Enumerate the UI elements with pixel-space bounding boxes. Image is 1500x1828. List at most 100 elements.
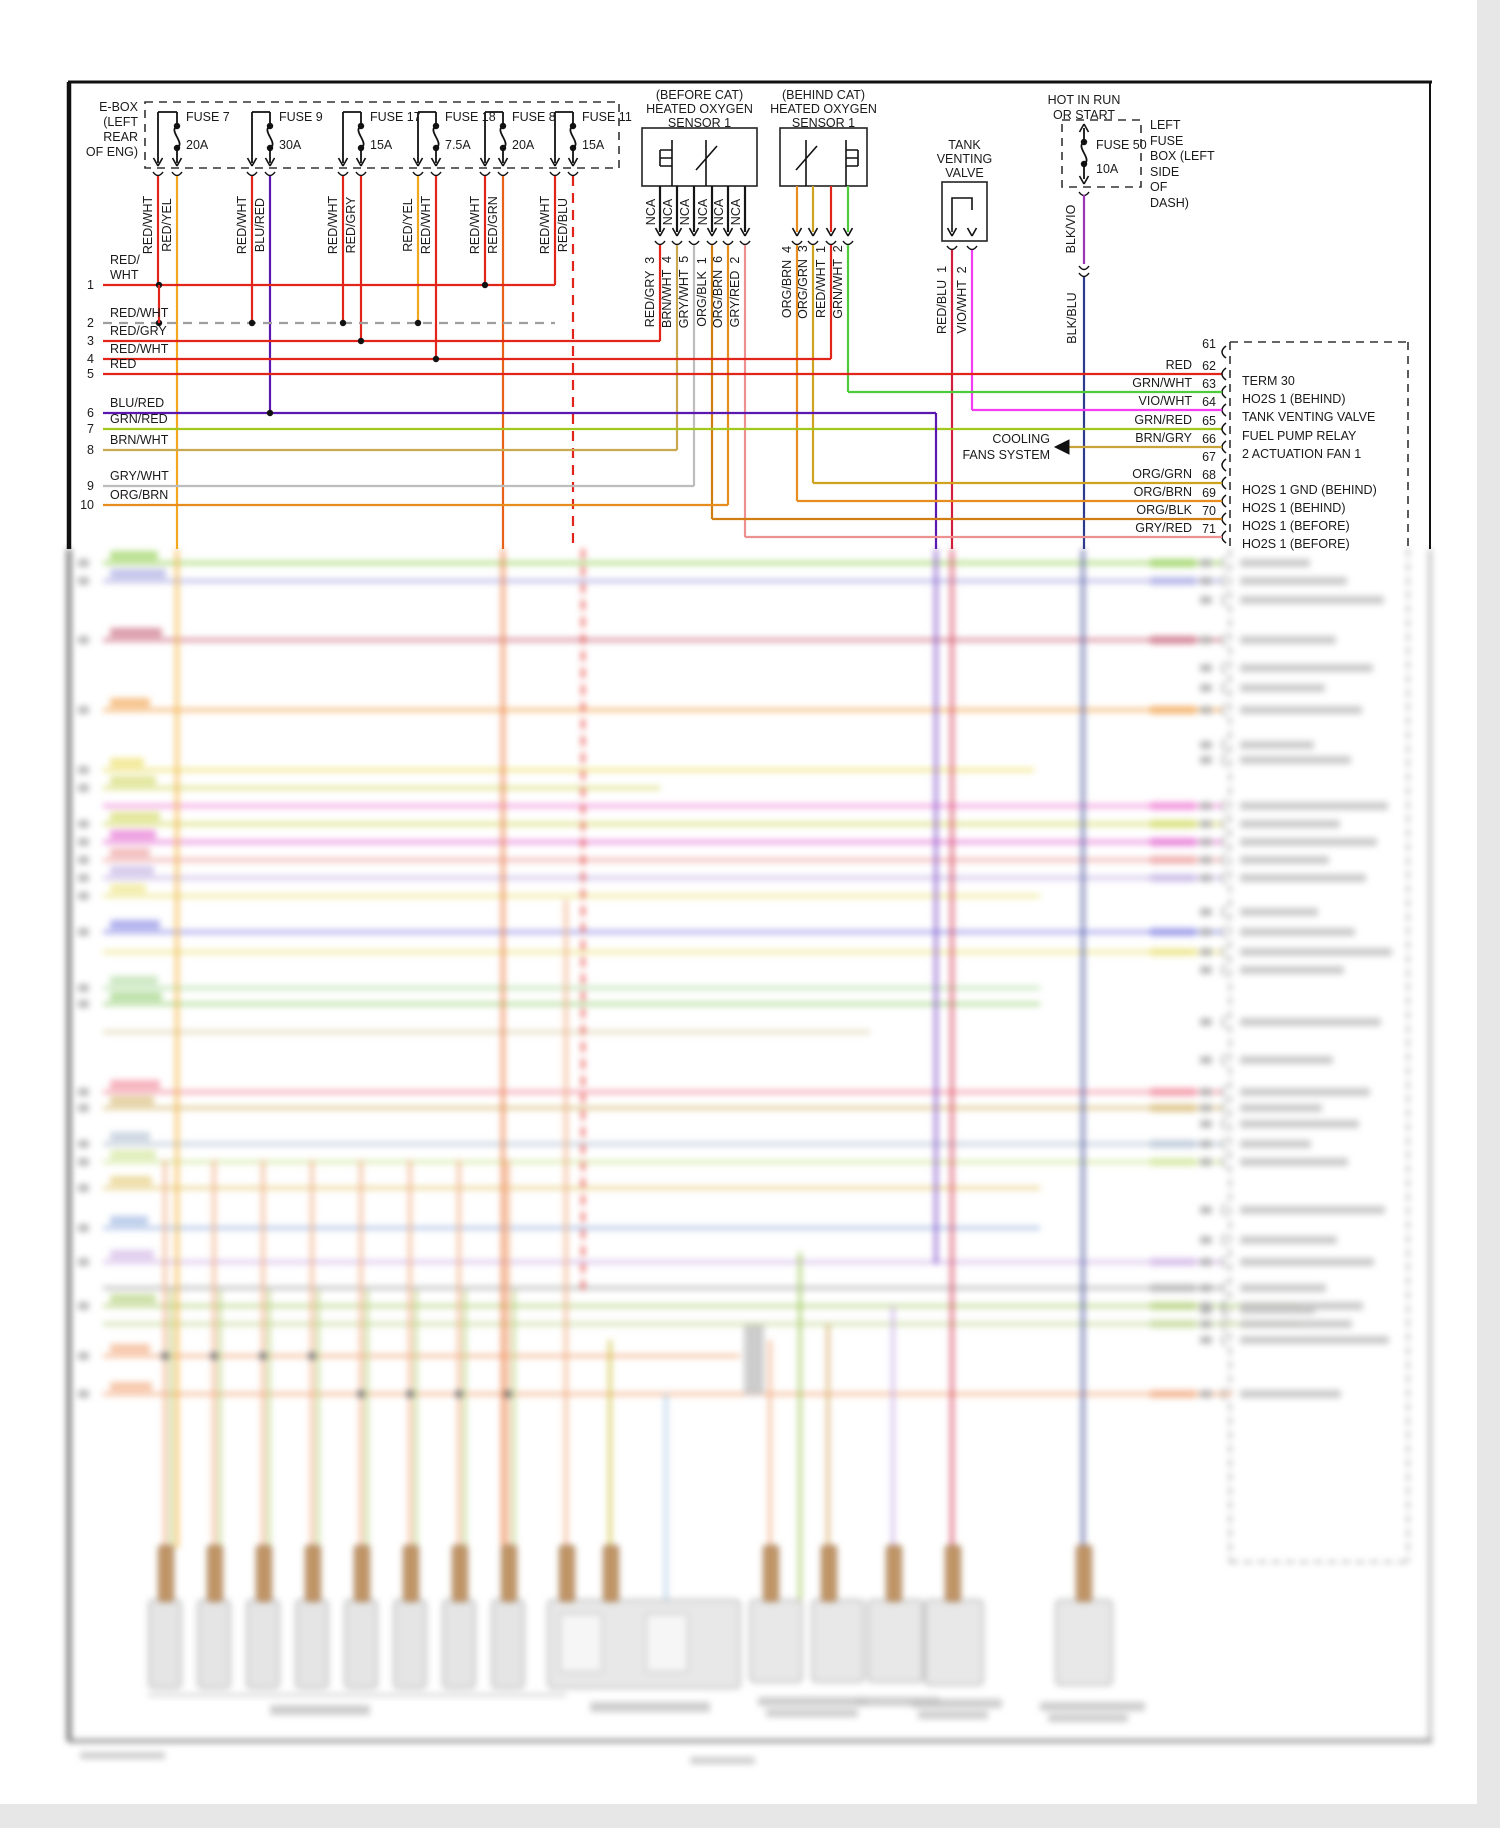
blurred-text-blob — [1150, 1302, 1196, 1310]
blurred-text-blob — [1240, 577, 1347, 585]
blurred-text-blob — [1200, 1140, 1212, 1148]
blurred-text-blob — [1200, 908, 1212, 916]
wire-color-label: RED/WHT — [141, 195, 155, 255]
row-wire-label: WHT — [110, 268, 139, 283]
pin-arc-icon — [1221, 703, 1227, 717]
row-number: 3 — [87, 334, 94, 349]
arrow-down-icon — [706, 227, 718, 237]
arrow-down-icon — [671, 227, 683, 237]
fuse-name: FUSE 11 — [582, 110, 632, 125]
blurred-connector-stub — [1076, 1545, 1092, 1602]
ecm-pin-label: FUEL PUMP RELAY — [1242, 429, 1357, 444]
blurred-text-blob — [1150, 636, 1196, 644]
connector-arc-icon — [549, 171, 561, 177]
pin-number: 71 — [1202, 522, 1216, 537]
pin-number: 62 — [1202, 359, 1216, 374]
fuse-name: FUSE 17 — [370, 110, 421, 125]
wire-color-label: ORG/BRN 6 — [711, 255, 725, 329]
blurred-text-blob — [110, 920, 160, 929]
pin-arc-icon — [1221, 1117, 1227, 1131]
blurred-text-blob — [80, 1752, 165, 1759]
blurred-text-blob — [1200, 1284, 1212, 1292]
pin-arc-icon — [1221, 1015, 1227, 1029]
left-fuse-box-note: LEFT — [1150, 118, 1181, 133]
wire-color-label: RED/BLU 1 — [935, 265, 949, 335]
row-number: 7 — [87, 422, 94, 437]
blurred-text-blob — [1150, 706, 1196, 714]
blurred-text-blob — [78, 856, 89, 864]
blurred-text-blob — [78, 559, 89, 567]
wire-color-label: RED/YEL — [160, 198, 174, 252]
connector-arc-icon — [497, 171, 509, 177]
ecm-pin-label: HO2S 1 (BEHIND) — [1242, 501, 1346, 516]
row-wire-label: RED/ — [110, 253, 140, 268]
blurred-text-blob — [1240, 1018, 1381, 1026]
blurred-text-blob — [1240, 1140, 1311, 1148]
row-number: 8 — [87, 443, 94, 458]
pin-arc-icon — [1221, 1203, 1227, 1217]
blurred-text-blob — [1240, 802, 1388, 810]
pin-arc-icon — [1221, 574, 1227, 588]
pin-number: 64 — [1202, 395, 1216, 410]
blurred-text-blob — [1150, 559, 1196, 567]
arrow-down-icon — [825, 227, 837, 237]
row-number: 10 — [80, 498, 94, 513]
pin-arc-icon — [1221, 556, 1227, 570]
blurred-text-blob — [1200, 1018, 1212, 1026]
junction-dot — [357, 1390, 365, 1398]
pin-arc-icon — [1221, 817, 1227, 831]
blurred-text-blob — [1150, 1140, 1196, 1148]
fuse-rating: 30A — [279, 138, 302, 153]
blurred-component-inner — [559, 1613, 603, 1673]
blurred-text-blob — [110, 1176, 152, 1185]
junction-dot — [308, 1352, 316, 1360]
arrow-down-icon — [842, 227, 854, 237]
blurred-text-blob — [1200, 1320, 1212, 1328]
blurred-text-blob — [1150, 1158, 1196, 1166]
ebox-label: OF ENG) — [85, 145, 138, 160]
blurred-text-blob — [110, 551, 158, 560]
connector-arc-icon — [246, 171, 258, 177]
arrow-down-icon — [1078, 175, 1090, 185]
pin-arc-icon — [1221, 753, 1227, 767]
sensor-outline — [641, 127, 758, 187]
pin-arc-icon — [1221, 1303, 1227, 1317]
blurred-text-blob — [110, 1344, 150, 1353]
blurred-text-blob — [78, 1140, 89, 1148]
wire-color-label: BRN/GRY — [1135, 431, 1192, 446]
blurred-text-blob — [1150, 820, 1196, 828]
blurred-text-blob — [1200, 966, 1212, 974]
blurred-connector-stub — [158, 1545, 174, 1602]
blurred-text-blob — [1240, 966, 1344, 974]
blurred-text-blob — [1240, 1306, 1315, 1314]
row-number: 5 — [87, 367, 94, 382]
sensor-cell-symbol-icon — [795, 140, 818, 186]
blurred-text-blob — [110, 1216, 148, 1225]
connector-arc-icon — [355, 171, 367, 177]
wire-color-label: BLK/VIO — [1064, 204, 1078, 254]
arrow-down-icon — [549, 157, 561, 167]
pin-arc-icon — [1221, 1317, 1227, 1331]
blurred-text-blob — [1150, 1104, 1196, 1112]
blurred-connector-stub — [403, 1545, 419, 1602]
blurred-text-blob — [110, 992, 162, 1001]
blurred-text-blob — [1200, 1206, 1212, 1214]
blurred-text-blob — [1150, 1258, 1196, 1266]
pin-arc-icon — [1221, 1387, 1227, 1401]
blurred-text-blob — [1048, 1714, 1128, 1722]
blurred-connector-stub — [821, 1545, 837, 1602]
blurred-text-blob — [110, 698, 150, 707]
blurred-connector-stub — [256, 1545, 272, 1602]
ecm-pin-label: HO2S 1 (BEFORE) — [1242, 537, 1350, 552]
connector-arc-icon — [412, 171, 424, 177]
pin-arc-icon — [1221, 458, 1227, 472]
arrow-down-icon — [337, 157, 349, 167]
blurred-text-blob — [1240, 856, 1329, 864]
fuse-rating: 20A — [512, 138, 535, 153]
blurred-text-blob — [78, 577, 89, 585]
blurred-text-blob — [78, 706, 89, 714]
connector-arc-icon — [654, 240, 666, 246]
blurred-text-blob — [1240, 596, 1384, 604]
blurred-text-blob — [1200, 1258, 1212, 1266]
fusebox50-outline — [1061, 119, 1142, 188]
